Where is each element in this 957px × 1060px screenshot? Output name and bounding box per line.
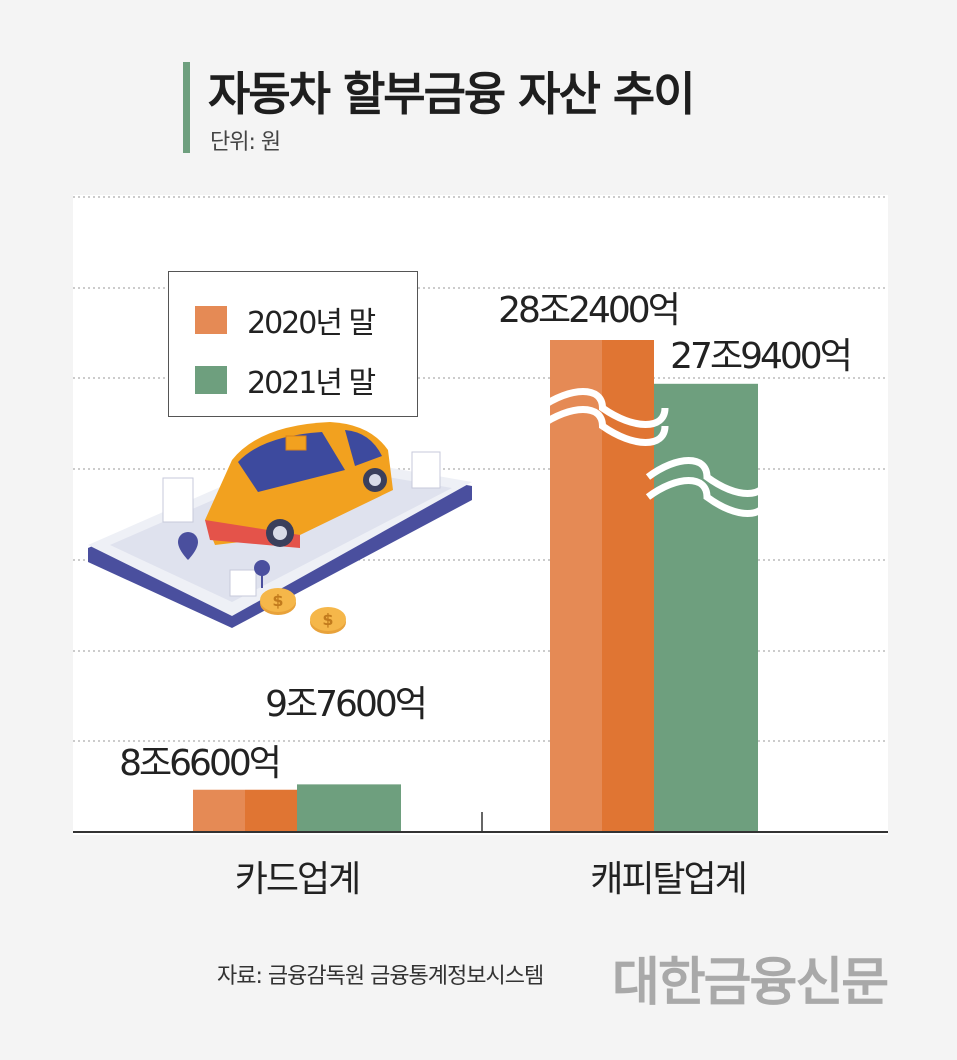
data-label-0-1: 28조2400억 <box>498 290 678 331</box>
legend-swatch-2020 <box>195 306 227 334</box>
bar-1-1-left <box>654 383 706 832</box>
taxi-illustration: $ $ <box>88 422 472 634</box>
legend: 2020년 말 2021년 말 <box>168 271 418 417</box>
svg-text:$: $ <box>272 591 283 610</box>
legend-label-2020: 2020년 말 <box>247 306 376 341</box>
axis-break-mark <box>645 457 770 497</box>
bar-1-0-left <box>297 784 349 832</box>
bar-1-1-right <box>706 383 758 832</box>
x-tick-label-card: 카드업계 <box>234 859 361 900</box>
publisher-logo: 대한금융신문 <box>612 953 889 1013</box>
legend-label-2021: 2021년 말 <box>247 366 376 401</box>
bar-0-1-left <box>550 340 602 832</box>
bar-0-0-left <box>193 789 245 832</box>
data-label-0-0: 8조6600억 <box>119 743 279 784</box>
chart-title: 자동차 할부금융 자산 추이 <box>208 67 696 121</box>
axis-break-mark <box>537 388 669 428</box>
bar-0-0-right <box>245 789 297 832</box>
axis-break-mark <box>537 406 669 446</box>
svg-text:$: $ <box>322 610 333 629</box>
data-label-1-1: 27조9400억 <box>670 336 850 377</box>
source-note: 자료: 금융감독원 금융통계정보시스템 <box>217 964 544 989</box>
legend-item-2020: 2020년 말 <box>195 298 376 342</box>
data-label-1-0: 9조7600억 <box>265 684 425 725</box>
legend-item-2021: 2021년 말 <box>195 358 376 402</box>
axis-break-mark <box>645 477 770 517</box>
x-tick-label-capital: 캐피탈업계 <box>590 859 748 900</box>
unit-label: 단위: 원 <box>210 130 281 155</box>
legend-swatch-2021 <box>195 366 227 394</box>
bar-1-0-right <box>349 784 401 832</box>
title-accent-bar <box>183 62 190 153</box>
